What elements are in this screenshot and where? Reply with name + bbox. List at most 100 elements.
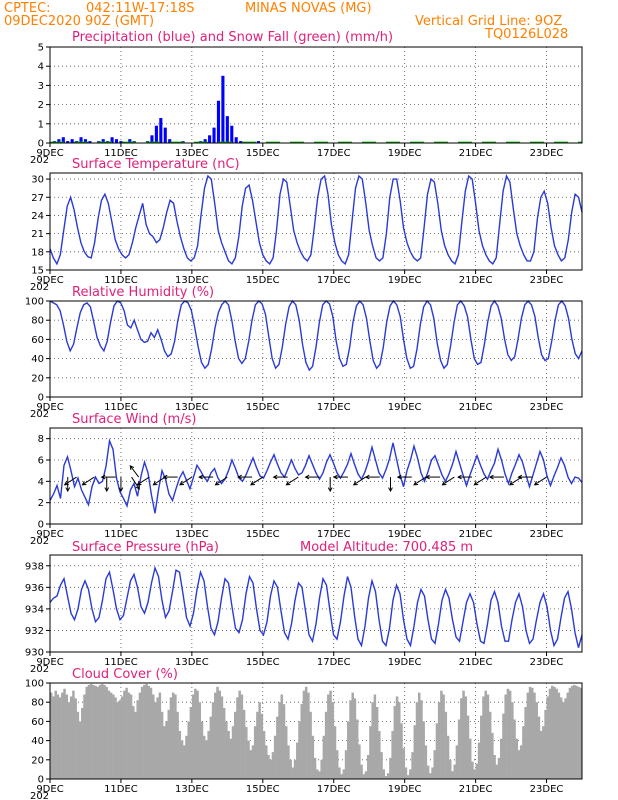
x-tick-label: 23DEC <box>530 148 564 159</box>
cloud-bar <box>134 711 137 779</box>
cloud-bar <box>67 702 71 779</box>
cloud-bar <box>165 721 168 779</box>
y-tick-label: 60 <box>31 335 44 346</box>
wind-arrow-head <box>63 481 69 486</box>
cloud-bar <box>373 694 377 779</box>
x-tick-label: 23DEC <box>530 657 564 668</box>
wind-arrow-head <box>473 481 479 486</box>
cloud-bar <box>238 690 241 779</box>
y-tick-label: 80 <box>31 316 44 327</box>
panel-frame <box>49 682 583 780</box>
x-year-fragment: 202 <box>30 155 49 166</box>
x-tick-label: 21DEC <box>459 275 493 286</box>
cloud-bar <box>508 690 512 779</box>
cloud-bar <box>267 755 270 779</box>
y-tick-label: 936 <box>25 583 44 594</box>
x-tick-label: 23DEC <box>530 402 564 413</box>
wind-arrow <box>473 476 487 486</box>
cloud-bar <box>499 738 503 779</box>
cloud-bar <box>575 685 578 779</box>
y-tick-label: 80 <box>31 698 44 709</box>
cloud-bar <box>429 773 432 779</box>
cloud-bar <box>253 726 257 779</box>
cloud-bar <box>329 690 332 779</box>
x-tick-label: 9DEC <box>36 784 63 795</box>
cloud-bar <box>245 727 248 779</box>
cloud-bar <box>393 706 397 779</box>
wind-arrow-head <box>388 487 393 493</box>
wind-arrow <box>352 476 366 486</box>
cloud-bar <box>517 750 521 779</box>
wind-arrow-shaft <box>82 476 95 486</box>
cloud-bar <box>154 702 157 779</box>
cloud-bar <box>280 694 284 779</box>
cloud-bar <box>482 696 485 779</box>
cloud-bar <box>278 702 281 779</box>
x-tick-label: 17DEC <box>317 275 351 286</box>
cloud-bar <box>546 696 550 779</box>
series-line-4 <box>49 565 583 648</box>
cloud-bar <box>187 721 190 779</box>
wind-arrow-head <box>457 474 462 480</box>
cloud-bar <box>342 769 346 779</box>
panel-frame <box>49 172 583 271</box>
precip-bar <box>159 118 163 143</box>
cloud-bar <box>149 687 153 779</box>
cloud-bar <box>171 692 175 779</box>
y-tick-label: 8 <box>38 434 44 445</box>
cloud-bar <box>382 769 386 779</box>
wind-arrow-head <box>104 487 110 493</box>
wind-arrow-head <box>304 474 310 480</box>
cloud-bar <box>147 685 151 779</box>
cloud-bar <box>531 687 534 779</box>
cloud-bar <box>480 715 483 779</box>
cloud-bar <box>180 740 184 779</box>
wind-arrow <box>488 474 504 480</box>
cloud-bar <box>526 692 530 779</box>
cloud-bar <box>189 707 193 779</box>
wind-arrow <box>237 474 253 480</box>
header-model-code: TQ0126L028 <box>484 27 568 42</box>
wind-arrow-head <box>214 481 220 486</box>
cloud-bar <box>52 696 55 779</box>
series-line-1 <box>49 174 583 266</box>
wind-arrow-head <box>396 474 402 480</box>
cloud-bar <box>273 735 277 779</box>
wind-arrow <box>533 476 547 486</box>
panel-3: 0 2 4 6 8 9DEC 11DEC 13DEC 15DEC 17DEC 19DEC 21DEC 2… <box>30 427 583 547</box>
wind-arrow <box>214 476 228 486</box>
cloud-bar <box>431 767 434 779</box>
cloud-bar <box>132 706 135 779</box>
cloud-bar <box>335 750 339 779</box>
cloud-bar <box>433 750 436 779</box>
wind-arrow <box>129 465 140 478</box>
cloud-bar <box>125 687 128 779</box>
x-tick-label: 15DEC <box>246 148 280 159</box>
cloud-bar <box>491 732 494 779</box>
wind-arrow <box>63 476 77 486</box>
cloud-bar <box>240 694 244 779</box>
wind-arrow-head <box>65 487 71 493</box>
x-tick-label: 11DEC <box>104 275 138 286</box>
wind-arrow-head <box>413 481 419 486</box>
wind-arrow-shaft <box>286 476 299 486</box>
cloud-bar <box>451 771 454 779</box>
wind-arrow-head <box>285 481 291 486</box>
cloud-bar <box>351 692 354 779</box>
cloud-bar <box>302 690 306 779</box>
precip-bar <box>168 139 172 143</box>
cloud-bar <box>85 686 88 779</box>
panel-5: 0 20 40 60 80 100 9DEC 11DEC 13DEC 15DEC 17DEC 19DE… <box>25 679 583 800</box>
cloud-bar <box>566 692 569 779</box>
cloud-bar <box>484 690 487 779</box>
cloud-bar <box>222 707 226 779</box>
cloud-bar <box>355 719 359 779</box>
wind-arrow <box>198 474 214 480</box>
cloud-bar <box>112 694 115 779</box>
x-tick-label: 19DEC <box>388 657 422 668</box>
cloud-bar <box>409 769 412 779</box>
x-tick-label: 13DEC <box>175 784 209 795</box>
wind-arrow-head <box>517 474 523 480</box>
cloud-bar <box>214 692 217 779</box>
x-tick-label: 17DEC <box>317 529 351 540</box>
